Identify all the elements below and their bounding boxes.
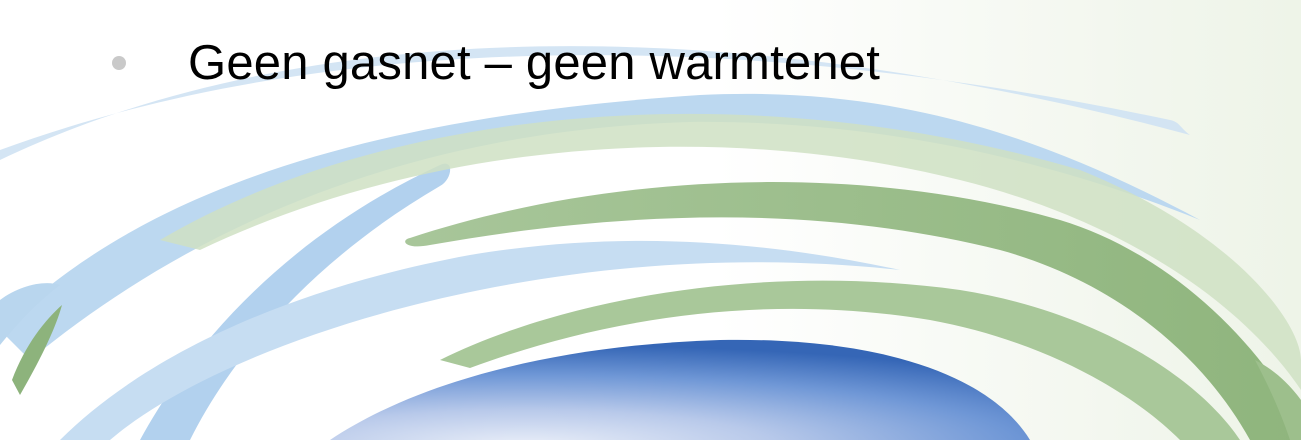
bullet-dot-icon [112,56,126,70]
bullet-text: Geen gasnet – geen warmtenet [188,36,881,90]
green-brush-stroke [405,182,1301,440]
light-green-arc [160,113,1301,390]
right-green-streak [1255,360,1301,440]
globe-shape [330,339,1030,440]
bullet-item: Geen gasnet – geen warmtenet [112,28,880,98]
blue-band [60,240,900,440]
left-blue-leaf [0,283,60,345]
left-green-mark [12,305,62,395]
top-blue-arc [0,46,1190,160]
lower-green-stroke [440,280,1240,440]
